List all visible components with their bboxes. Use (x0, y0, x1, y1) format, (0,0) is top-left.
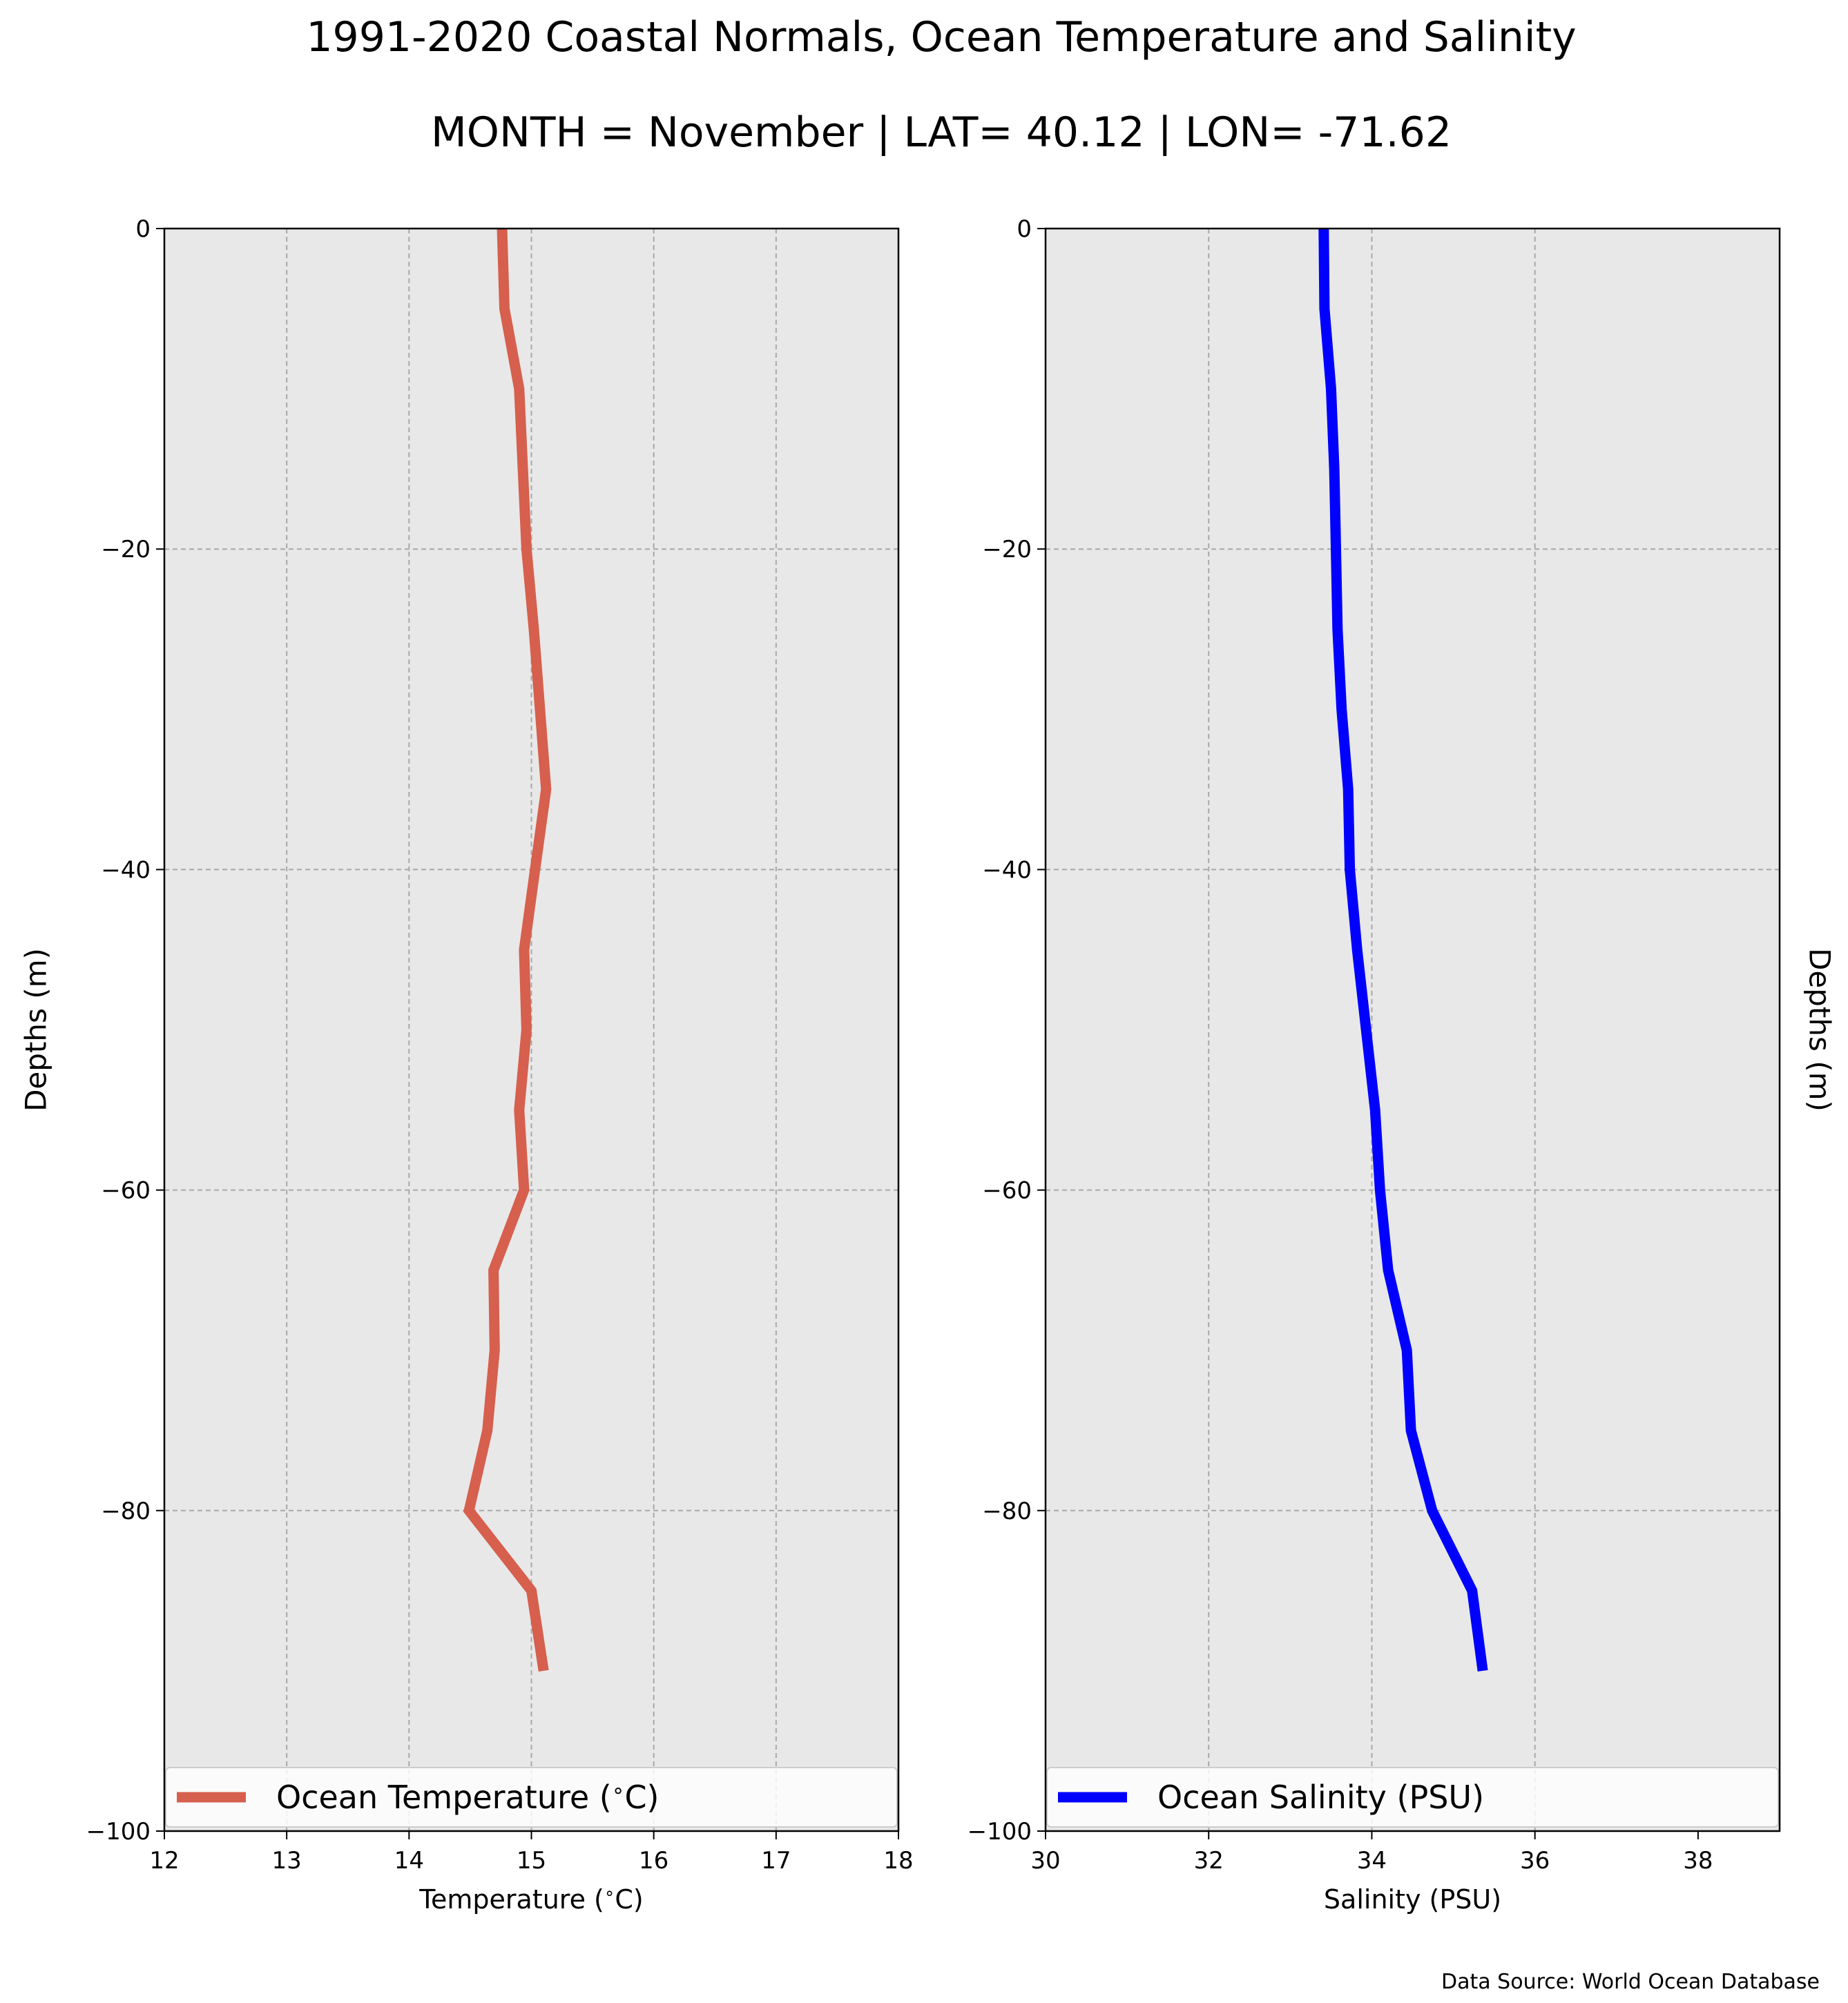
salinity-y-tick-label: −40 (982, 856, 1032, 884)
temperature-x-tick-label: 12 (149, 1847, 179, 1875)
salinity-x-tick-label: 32 (1194, 1847, 1224, 1875)
salinity-y-tick-label: −100 (968, 1818, 1032, 1846)
salinity-x-tick-label: 30 (1030, 1847, 1060, 1875)
salinity-x-tick-label: 34 (1357, 1847, 1387, 1875)
temperature-x-tick-label: 15 (517, 1847, 546, 1875)
temperature-y-tick-label: 0 (135, 215, 151, 243)
temperature-y-tick-label: −40 (101, 856, 151, 884)
figure-title: 1991-2020 Coastal Normals, Ocean Tempera… (306, 13, 1576, 61)
temperature-x-tick-label: 16 (639, 1847, 668, 1875)
salinity-x-axis-label: Salinity (PSU) (1324, 1884, 1501, 1915)
salinity-x-tick-label: 38 (1683, 1847, 1713, 1875)
salinity-plot-area (1046, 229, 1780, 1831)
temperature-profile-line (463, 228, 552, 1672)
temperature-y-tick-label: −20 (101, 536, 151, 563)
temperature-axes-frame (163, 227, 900, 1832)
temperature-x-tick-label: 13 (272, 1847, 302, 1875)
salinity-y-tick-label: −20 (982, 536, 1032, 563)
data-source-note: Data Source: World Ocean Database (1441, 1970, 1820, 1994)
salinity-y-tick-label: 0 (1017, 215, 1032, 243)
salinity-y-tick-label: −80 (982, 1498, 1032, 1525)
temperature-x-tick-label: 14 (394, 1847, 424, 1875)
temperature-x-tick-label: 17 (761, 1847, 791, 1875)
temperature-y-tick-label: −80 (101, 1498, 151, 1525)
temperature-legend-label: Ocean Temperature (∘C) (276, 1779, 660, 1817)
salinity-legend-label: Ocean Salinity (PSU) (1157, 1779, 1484, 1816)
temperature-x-tick-label: 18 (883, 1847, 913, 1875)
temperature-panel: 12 13 14 15 16 17 18 0 −20 −40 −60 −80 −100 Ocean Tem… (19, 215, 914, 1915)
salinity-x-tick-label: 36 (1520, 1847, 1550, 1875)
temperature-y-tick-label: −60 (101, 1177, 151, 1205)
temperature-y-axis-label: Depths (m) (19, 948, 53, 1112)
salinity-y-tick-label: −60 (982, 1177, 1032, 1205)
temperature-legend (165, 1767, 898, 1828)
salinity-y-axis-label: Depths (m) (1803, 948, 1837, 1112)
figure-subtitle: MONTH = November | LAT= 40.12 | LON= -71… (431, 108, 1452, 157)
salinity-legend (1046, 1767, 1779, 1828)
salinity-axes-frame (1044, 227, 1781, 1832)
salinity-panel: 30 32 34 36 38 0 −20 −40 −60 −80 −100 Ocean Salinit… (968, 215, 1837, 1915)
temperature-y-tick-label: −100 (86, 1818, 151, 1846)
salinity-profile-line (1318, 228, 1488, 1672)
